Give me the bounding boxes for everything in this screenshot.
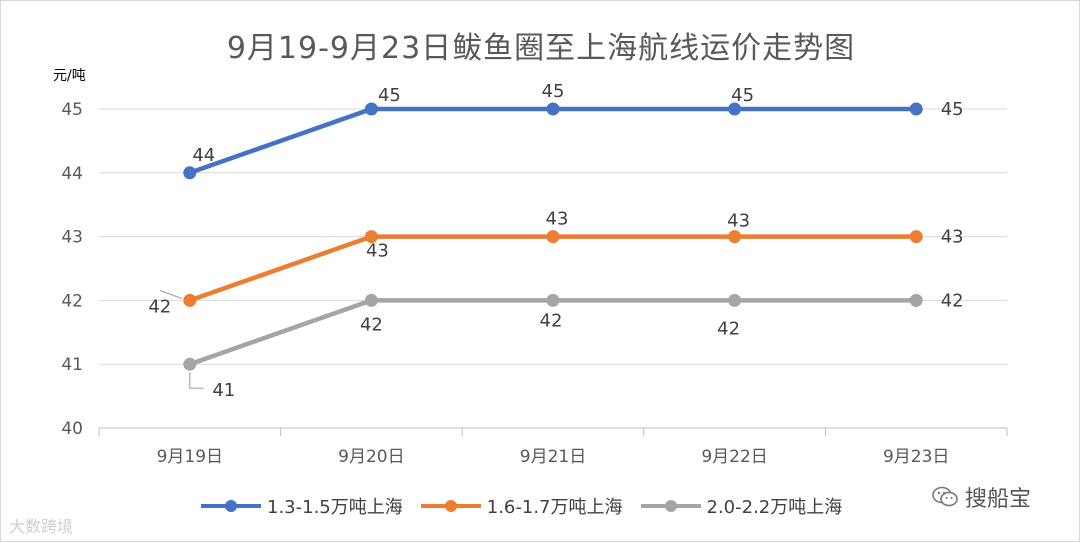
series-1-point-1 [364, 230, 378, 244]
watermark-right-text: 搜船宝 [965, 487, 1032, 512]
x-tick-label-4: 9月23日 [883, 447, 949, 467]
series-1-label-4: 43 [941, 227, 964, 248]
y-tick-label-0: 40 [61, 419, 83, 439]
x-tick-label-2: 9月21日 [520, 447, 586, 467]
series-0-label-1: 45 [378, 85, 401, 106]
series-0-point-3 [728, 102, 742, 116]
series-2-point-1 [364, 293, 378, 307]
legend-label-series-1: 1.6-1.7万吨上海 [486, 497, 623, 518]
watermark-right: 搜船宝 [931, 481, 1031, 513]
x-tick-label-1: 9月20日 [338, 447, 404, 467]
series-1-label-1: 43 [366, 241, 389, 262]
series-0-point-2 [546, 102, 560, 116]
series-2-label-4: 42 [941, 290, 964, 311]
series-0-point-1 [364, 102, 378, 116]
y-tick-label-5: 45 [61, 100, 83, 120]
series-1-label-0: 42 [148, 296, 171, 317]
y-tick-label-3: 43 [61, 228, 83, 248]
series-0-point-0 [183, 166, 197, 180]
series-2-point-2 [546, 293, 560, 307]
series-0-label-0: 44 [192, 145, 215, 166]
series-2-label-1: 42 [360, 314, 383, 335]
series-0-label-4: 45 [941, 99, 964, 120]
series-1-label-3: 43 [727, 211, 750, 232]
series-2-point-0 [183, 357, 197, 371]
series-2-point-4 [909, 293, 923, 307]
axes: 40 41 42 43 44 45 9月19日 9月20日 9月21日 9月22日 9月23日 [61, 100, 1008, 467]
series-0-label-3: 45 [731, 85, 754, 106]
legend-swatch-series-2 [640, 496, 701, 516]
series-1-point-0 [183, 293, 197, 307]
legend-item-series-2[interactable]: 2.0-2.2万吨上海 [640, 493, 843, 519]
legend: 1.3-1.5万吨上海 1.6-1.7万吨上海 2.0-2.2万吨上海 [201, 492, 842, 520]
series-1-point-2 [546, 230, 560, 244]
x-tick-label-0: 9月19日 [157, 447, 223, 467]
legend-label-series-0: 1.3-1.5万吨上海 [267, 497, 403, 518]
legend-label-series-2: 2.0-2.2万吨上海 [706, 497, 843, 518]
series-1-point-4 [909, 230, 923, 244]
series-line-0 [187, 106, 919, 176]
series-0-label-2: 45 [542, 81, 565, 102]
y-axis-unit-label: 元/吨 [53, 68, 86, 84]
leader-line-series-2 [189, 372, 204, 389]
series-0-point-4 [909, 102, 923, 116]
series-2-point-3 [728, 293, 742, 307]
y-tick-label-4: 44 [61, 164, 83, 184]
chart-title: 9月19-9月23日鲅鱼圈至上海航线运价走势图 [226, 31, 856, 66]
series-layer [183, 102, 923, 371]
series-2-label-0: 41 [212, 380, 235, 401]
wechat-icon [932, 486, 958, 507]
legend-swatch-series-0 [201, 496, 261, 516]
legend-item-series-1[interactable]: 1.6-1.7万吨上海 [420, 493, 623, 519]
leader-line-series-1 [159, 289, 183, 299]
x-tick-label-3: 9月22日 [701, 447, 767, 467]
watermark-left: 大数跨境 [9, 517, 74, 536]
legend-item-series-0[interactable]: 1.3-1.5万吨上海 [201, 493, 403, 519]
series-1-point-3 [728, 230, 742, 244]
legend-swatch-series-1 [420, 496, 481, 516]
series-1-label-2: 43 [546, 209, 569, 230]
series-2-label-2: 42 [540, 310, 563, 331]
series-2-label-3: 42 [717, 318, 740, 339]
y-tick-label-2: 42 [61, 291, 83, 311]
y-tick-label-1: 41 [61, 355, 83, 375]
series-line-1 [187, 234, 919, 303]
data-labels: 44 45 45 45 45 42 43 43 43 43 41 42 42 42 42 [148, 81, 963, 401]
